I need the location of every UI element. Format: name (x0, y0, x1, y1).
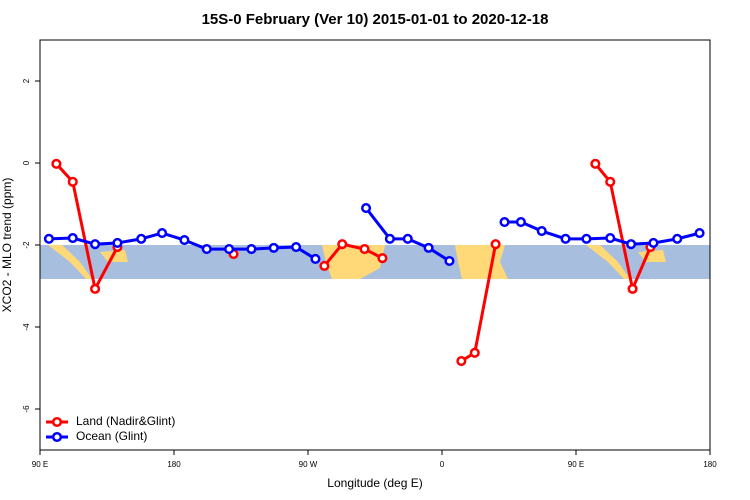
map-band (40, 245, 710, 279)
data-point (444, 255, 455, 267)
x-tick-label: 0 (440, 460, 445, 469)
data-point (672, 233, 683, 244)
y-tick-label: -4 (22, 323, 31, 331)
data-point (310, 253, 321, 264)
data-point (384, 233, 395, 244)
series-line (323, 242, 384, 267)
y-tick-label: -6 (22, 405, 31, 413)
data-point (694, 228, 705, 239)
x-tick-label: 180 (167, 460, 181, 469)
data-point (627, 283, 638, 294)
land-shape (322, 245, 385, 279)
data-point (626, 239, 637, 250)
y-tick-label: 0 (22, 160, 31, 165)
legend-label: Ocean (Glint) (76, 429, 147, 443)
chart-title: 15S-0 February (Ver 10) 2015-01-01 to 20… (202, 11, 549, 28)
legend-label: Land (Nadir&Glint) (76, 414, 175, 428)
data-point (490, 239, 501, 250)
data-point (581, 233, 592, 244)
x-tick-label: 90 E (568, 460, 584, 469)
x-axis-label: Longitude (deg E) (327, 476, 422, 490)
data-point (605, 176, 616, 187)
legend-marker (51, 431, 63, 443)
data-point (402, 233, 413, 244)
y-axis-label: XCO2 - MLO trend (ppm) (0, 178, 14, 313)
series-line (55, 162, 119, 294)
data-point (112, 237, 123, 248)
data-point (179, 235, 190, 246)
data-point (224, 244, 235, 255)
data-point (377, 253, 388, 264)
legend: Land (Nadir&Glint)Ocean (Glint) (46, 414, 175, 443)
data-point (456, 355, 467, 367)
x-tick-label: 90 W (299, 460, 318, 469)
series-line (504, 220, 700, 246)
data-point (268, 242, 279, 253)
data-point (319, 260, 330, 271)
data-point (291, 242, 302, 253)
data-point (337, 239, 348, 250)
data-point (560, 233, 571, 244)
land-shape (48, 245, 92, 279)
data-point (515, 216, 526, 228)
y-tick-label: 2 (22, 78, 31, 83)
x-tick-label: 90 E (32, 460, 48, 469)
data-point (51, 158, 62, 169)
data-point (648, 237, 659, 248)
data-point (246, 244, 257, 255)
x-tick-label: 180 (703, 460, 717, 469)
data-point (136, 233, 147, 244)
data-point (359, 244, 370, 255)
data-point (90, 239, 101, 250)
data-point (499, 216, 510, 228)
land-shape (586, 245, 630, 279)
data-point (67, 176, 78, 187)
data-point (201, 244, 212, 255)
data-point (67, 232, 78, 244)
data-point (605, 232, 616, 244)
data-point (361, 203, 372, 214)
data-point (90, 283, 101, 294)
y-tick-label: -2 (22, 241, 31, 249)
data-point (423, 242, 434, 253)
data-point (536, 226, 547, 237)
series-line (594, 162, 652, 294)
legend-marker (51, 416, 63, 428)
data-point (157, 228, 168, 239)
data-point (469, 347, 480, 358)
data-point (590, 158, 601, 169)
data-point (43, 233, 54, 244)
